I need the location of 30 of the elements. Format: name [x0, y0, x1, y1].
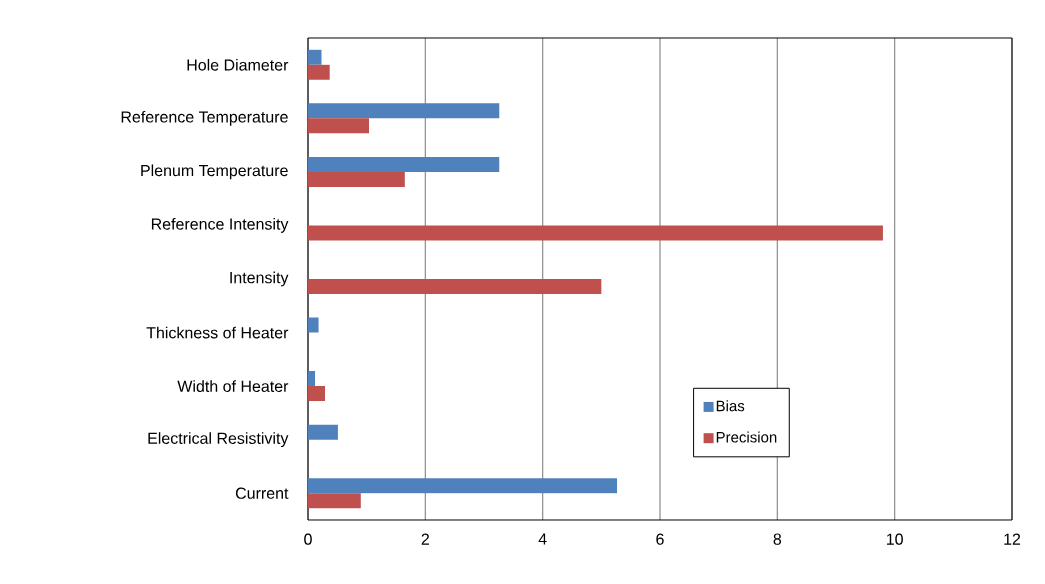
x-tick-label: 12 [1004, 533, 1021, 545]
bar [308, 478, 618, 494]
x-tick-label: 8 [773, 533, 782, 545]
y-tick-label: Reference Intensity [151, 217, 289, 233]
y-tick-label: Intensity [230, 271, 289, 287]
bar [308, 103, 500, 119]
y-tick-label: Current [235, 487, 289, 499]
y-tick-label: Reference Temperature [121, 110, 288, 126]
bar [308, 386, 326, 402]
x-tick-label: 6 [656, 533, 664, 545]
y-tick-label: Hole Diameter [187, 58, 289, 71]
y-tick-label: Width of Heater [177, 380, 289, 392]
legend-label: Precision [716, 431, 777, 443]
bar [308, 225, 883, 241]
legend-label: Bias [716, 400, 745, 412]
x-tick-label: 0 [304, 533, 312, 545]
bar [308, 64, 330, 80]
bar [308, 118, 370, 134]
bar [308, 493, 361, 509]
x-tick-label: 4 [538, 533, 547, 545]
bar [308, 156, 500, 172]
x-tick-label: 2 [421, 533, 429, 545]
bar [308, 278, 602, 294]
x-tick-label: 10 [886, 533, 903, 545]
y-tick-label: Electrical Resistivity [148, 432, 289, 448]
y-tick-label: Thickness of Heater [146, 326, 289, 339]
y-tick-label: Plenum Temperature [141, 164, 288, 180]
bar [308, 317, 319, 333]
bar [308, 424, 338, 440]
bar [308, 171, 405, 187]
